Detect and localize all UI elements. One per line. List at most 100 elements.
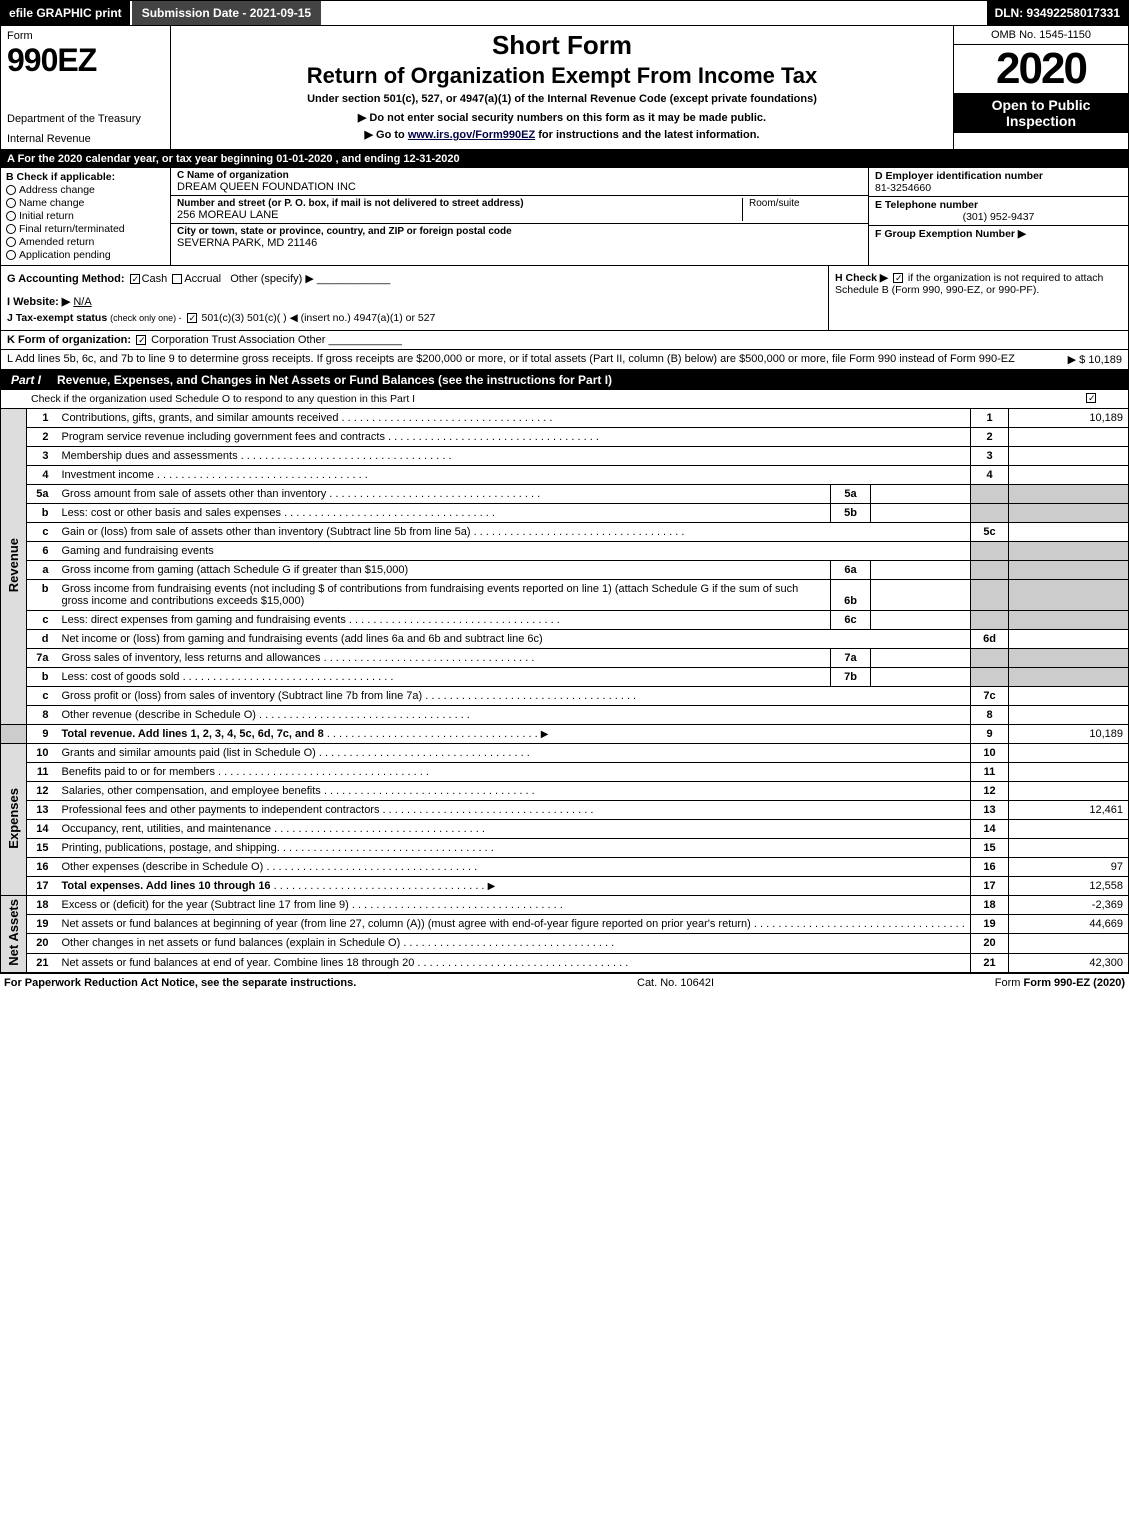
l7c-num: c [27, 687, 57, 706]
chk-501c3[interactable] [187, 313, 197, 323]
k-label: K Form of organization: [7, 334, 131, 346]
footer-form: Form 990-EZ (2020) [1024, 977, 1125, 989]
chk-amended-return[interactable]: Amended return [6, 236, 165, 248]
notice-link-row: ▶ Go to www.irs.gov/Form990EZ for instru… [181, 128, 943, 141]
l6d-text: Net income or (loss) from gaming and fun… [62, 633, 543, 645]
form-header: Form 990EZ Department of the Treasury In… [0, 26, 1129, 150]
l18-text: Excess or (deficit) for the year (Subtra… [62, 899, 349, 911]
l18-amt: -2,369 [1009, 896, 1129, 915]
l10-num: 10 [27, 744, 57, 763]
period-row: A For the 2020 calendar year, or tax yea… [0, 150, 1129, 168]
line-16: 16 Other expenses (describe in Schedule … [1, 858, 1129, 877]
l20-num: 20 [27, 934, 57, 953]
l7b-box [971, 668, 1009, 687]
l12-text: Salaries, other compensation, and employ… [62, 785, 321, 797]
dept-treasury: Department of the Treasury [7, 113, 164, 125]
l3-amt [1009, 447, 1129, 466]
l3-text: Membership dues and assessments [62, 450, 238, 462]
header-right: OMB No. 1545-1150 2020 Open to Public In… [953, 26, 1128, 149]
tel-value: (301) 952-9437 [875, 211, 1122, 223]
line-6: 6 Gaming and fundraising events [1, 542, 1129, 561]
footer-right: Form Form 990-EZ (2020) [995, 977, 1125, 989]
room-suite: Room/suite [742, 198, 862, 221]
section-b-header: B Check if applicable: [6, 171, 165, 183]
chk-cash[interactable] [130, 274, 140, 284]
chk-corporation[interactable] [136, 335, 146, 345]
dln-label: DLN: 93492258017331 [987, 1, 1128, 25]
opt-initial-return: Initial return [19, 210, 74, 222]
street: 256 MOREAU LANE [177, 209, 742, 221]
l5a-num: 5a [27, 485, 57, 504]
l14-amt [1009, 820, 1129, 839]
l1-num: 1 [27, 409, 57, 428]
l5c-num: c [27, 523, 57, 542]
j-opts: 501(c)(3) 501(c)( ) ◀ (insert no.) 4947(… [201, 312, 435, 324]
line-1: Revenue 1 Contributions, gifts, grants, … [1, 409, 1129, 428]
short-form-title: Short Form [181, 30, 943, 61]
row-g: G Accounting Method: Cash Accrual Other … [1, 266, 828, 330]
irs-link[interactable]: www.irs.gov/Form990EZ [408, 129, 535, 141]
header-left: Form 990EZ Department of the Treasury In… [1, 26, 171, 149]
form-number: 990EZ [7, 42, 164, 79]
line-10: Expenses 10 Grants and similar amounts p… [1, 744, 1129, 763]
line-18: Net Assets 18 Excess or (deficit) for th… [1, 896, 1129, 915]
ein-value: 81-3254660 [875, 182, 1122, 194]
side-expenses: Expenses [1, 744, 27, 896]
l5a-box [971, 485, 1009, 504]
l6-text: Gaming and fundraising events [62, 545, 214, 557]
l6d-box: 6d [971, 630, 1009, 649]
submission-date: Submission Date - 2021-09-15 [130, 1, 321, 25]
l11-amt [1009, 763, 1129, 782]
section-def: D Employer identification number 81-3254… [868, 168, 1128, 265]
g-cash: Cash [142, 273, 168, 285]
chk-name-change[interactable]: Name change [6, 197, 165, 209]
info-block: B Check if applicable: Address change Na… [0, 168, 1129, 266]
l1-box: 1 [971, 409, 1009, 428]
l10-box: 10 [971, 744, 1009, 763]
l17-box: 17 [971, 877, 1009, 896]
l3-box: 3 [971, 447, 1009, 466]
l4-box: 4 [971, 466, 1009, 485]
l6d-num: d [27, 630, 57, 649]
chk-initial-return[interactable]: Initial return [6, 210, 165, 222]
open-inspection: Open to Public Inspection [954, 93, 1128, 133]
l6c-text: Less: direct expenses from gaming and fu… [62, 614, 346, 626]
l6c-sub: 6c [831, 611, 871, 630]
omb-number: OMB No. 1545-1150 [954, 26, 1128, 45]
group-label: F Group Exemption Number ▶ [875, 228, 1122, 240]
l15-box: 15 [971, 839, 1009, 858]
l6b-amt [1009, 580, 1129, 611]
chk-accrual[interactable] [172, 274, 182, 284]
l6b-box [971, 580, 1009, 611]
l14-num: 14 [27, 820, 57, 839]
lines-table: Revenue 1 Contributions, gifts, grants, … [0, 409, 1129, 973]
l6b-num: b [27, 580, 57, 611]
l11-num: 11 [27, 763, 57, 782]
city: SEVERNA PARK, MD 21146 [177, 237, 862, 249]
l13-box: 13 [971, 801, 1009, 820]
l4-amt [1009, 466, 1129, 485]
l10-amt [1009, 744, 1129, 763]
l5c-box: 5c [971, 523, 1009, 542]
l6a-text: Gross income from gaming (attach Schedul… [62, 564, 409, 576]
l7c-box: 7c [971, 687, 1009, 706]
line-8: 8 Other revenue (describe in Schedule O)… [1, 706, 1129, 725]
l21-num: 21 [27, 953, 57, 972]
chk-application-pending[interactable]: Application pending [6, 249, 165, 261]
opt-final-return: Final return/terminated [19, 223, 125, 235]
l13-amt: 12,461 [1009, 801, 1129, 820]
l7a-amt [1009, 649, 1129, 668]
l5a-sub: 5a [831, 485, 871, 504]
chk-address-change[interactable]: Address change [6, 184, 165, 196]
chk-schedule-o[interactable] [1086, 393, 1096, 403]
l8-box: 8 [971, 706, 1009, 725]
tel-row: E Telephone number (301) 952-9437 [869, 197, 1128, 226]
ein-label: D Employer identification number [875, 170, 1122, 182]
chk-final-return[interactable]: Final return/terminated [6, 223, 165, 235]
chk-h[interactable] [893, 273, 903, 283]
j-small: (check only one) - [110, 313, 182, 323]
line-5c: c Gain or (loss) from sale of assets oth… [1, 523, 1129, 542]
l10-text: Grants and similar amounts paid (list in… [62, 747, 316, 759]
l20-text: Other changes in net assets or fund bala… [62, 937, 401, 949]
l16-box: 16 [971, 858, 1009, 877]
